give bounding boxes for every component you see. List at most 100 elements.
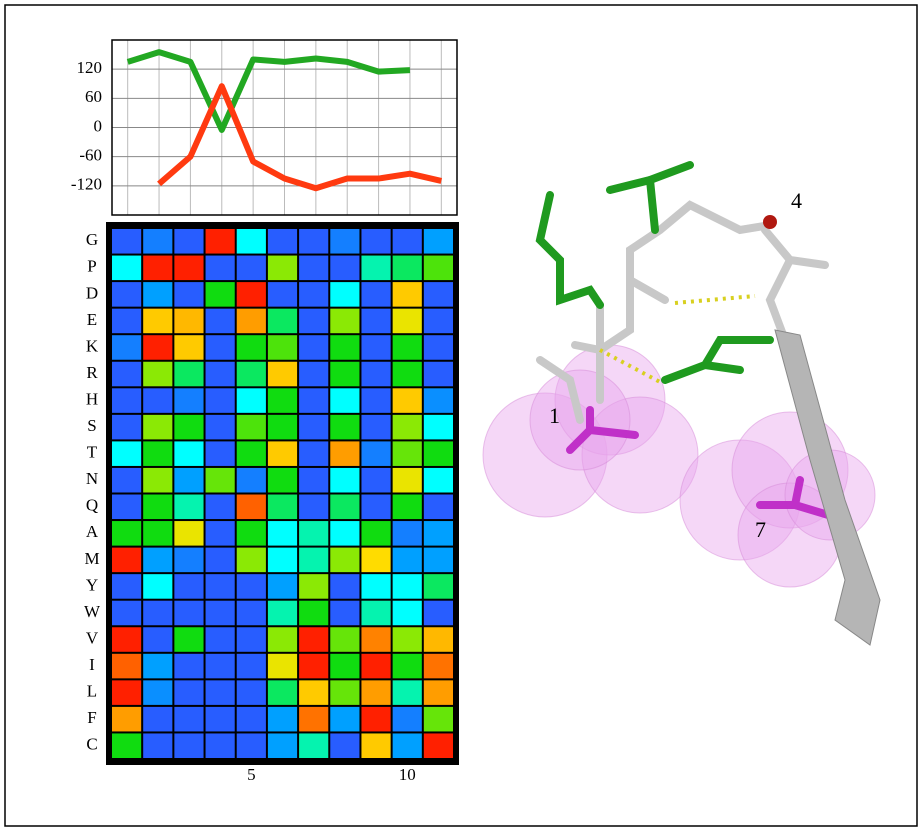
heatmap-cell <box>143 229 172 254</box>
heatmap-cell <box>237 282 266 307</box>
heatmap-cell <box>361 707 390 732</box>
heatmap-cell <box>237 654 266 679</box>
heatmap-cell <box>330 495 359 520</box>
heatmap-cell <box>268 574 297 599</box>
heatmap-cell <box>299 282 328 307</box>
heatmap-cell <box>330 548 359 573</box>
heatmap-cell <box>112 256 141 281</box>
heatmap-cell <box>393 441 422 466</box>
heatmap-cell <box>330 415 359 440</box>
heatmap-cell <box>112 601 141 626</box>
row-label: Q <box>86 496 98 515</box>
heatmap-cell <box>393 548 422 573</box>
heatmap-cell <box>206 733 235 758</box>
heatmap-cell <box>393 256 422 281</box>
heatmap-cell <box>361 654 390 679</box>
heatmap-cell <box>143 627 172 652</box>
heatmap-cell <box>174 521 203 546</box>
heatmap-cell <box>299 627 328 652</box>
heatmap-cell <box>268 733 297 758</box>
heatmap-cell <box>143 733 172 758</box>
row-label: A <box>86 522 99 541</box>
heatmap-cell <box>299 495 328 520</box>
row-label: R <box>86 363 98 382</box>
heatmap-cell <box>330 680 359 705</box>
heatmap-cell <box>143 548 172 573</box>
heatmap-cell <box>174 627 203 652</box>
heatmap-cell <box>174 548 203 573</box>
heatmap-cell <box>393 574 422 599</box>
heatmap-cell <box>143 574 172 599</box>
heatmap-cell <box>330 574 359 599</box>
heatmap-cell <box>143 521 172 546</box>
heatmap-cell <box>299 256 328 281</box>
heatmap-cell <box>393 733 422 758</box>
heatmap-cell <box>268 654 297 679</box>
heatmap-cell <box>393 495 422 520</box>
heatmap-cell <box>299 415 328 440</box>
heatmap-cell <box>237 415 266 440</box>
heatmap-cell <box>393 707 422 732</box>
heatmap-cell <box>361 256 390 281</box>
row-label: M <box>84 549 99 568</box>
heatmap-cell <box>143 309 172 334</box>
heatmap-cell <box>112 388 141 413</box>
heatmap-cell <box>206 495 235 520</box>
heatmap-cell <box>206 309 235 334</box>
heatmap-cell <box>393 601 422 626</box>
heatmap-cell <box>424 707 453 732</box>
heatmap-cell <box>330 601 359 626</box>
heatmap-cell <box>206 521 235 546</box>
heatmap-cell <box>112 733 141 758</box>
heatmap-cell <box>143 362 172 387</box>
heatmap-cell <box>299 309 328 334</box>
heatmap-cell <box>424 388 453 413</box>
heatmap-cell <box>143 282 172 307</box>
heatmap-cell <box>206 548 235 573</box>
heatmap-cell <box>299 680 328 705</box>
heatmap-cell <box>112 229 141 254</box>
residue-label: 1 <box>549 403 560 428</box>
heatmap-cell <box>330 468 359 493</box>
heatmap-cell <box>174 680 203 705</box>
heatmap-cell <box>299 707 328 732</box>
heatmap-cell <box>206 441 235 466</box>
x-tick-label: 10 <box>399 765 416 784</box>
heatmap-cell <box>424 335 453 360</box>
heatmap-cell <box>393 282 422 307</box>
heatmap-cell <box>393 468 422 493</box>
heatmap-cell <box>299 441 328 466</box>
heatmap-cell <box>330 256 359 281</box>
heatmap-cell <box>206 601 235 626</box>
heatmap-cell <box>268 388 297 413</box>
heatmap-cell <box>268 680 297 705</box>
heatmap-cell <box>268 548 297 573</box>
heatmap-cell <box>424 229 453 254</box>
heatmap-cell <box>206 627 235 652</box>
heatmap-cell <box>206 707 235 732</box>
heatmap-cell <box>143 468 172 493</box>
heatmap-cell <box>268 468 297 493</box>
heatmap-cell <box>268 707 297 732</box>
heatmap-cell <box>393 309 422 334</box>
heatmap-cell <box>424 309 453 334</box>
y-tick-label: 120 <box>77 58 103 77</box>
heatmap-cell <box>393 229 422 254</box>
heatmap-cell <box>206 468 235 493</box>
heatmap-cell <box>112 309 141 334</box>
heatmap-cell <box>424 256 453 281</box>
heatmap-cell <box>237 309 266 334</box>
heatmap-cell <box>330 707 359 732</box>
heatmap-cell <box>393 362 422 387</box>
row-label: L <box>87 682 97 701</box>
heatmap-cell <box>112 680 141 705</box>
heatmap-cell <box>174 309 203 334</box>
figure: 120600-60-120GPDEKRHSTNQAMYWVILFC510 1 4… <box>0 0 924 833</box>
heatmap-cell <box>174 601 203 626</box>
heatmap-cell <box>143 441 172 466</box>
heatmap-cell <box>299 229 328 254</box>
heatmap-cell <box>393 654 422 679</box>
heatmap-cell <box>206 680 235 705</box>
heatmap-cell <box>143 707 172 732</box>
heatmap-cell <box>393 388 422 413</box>
